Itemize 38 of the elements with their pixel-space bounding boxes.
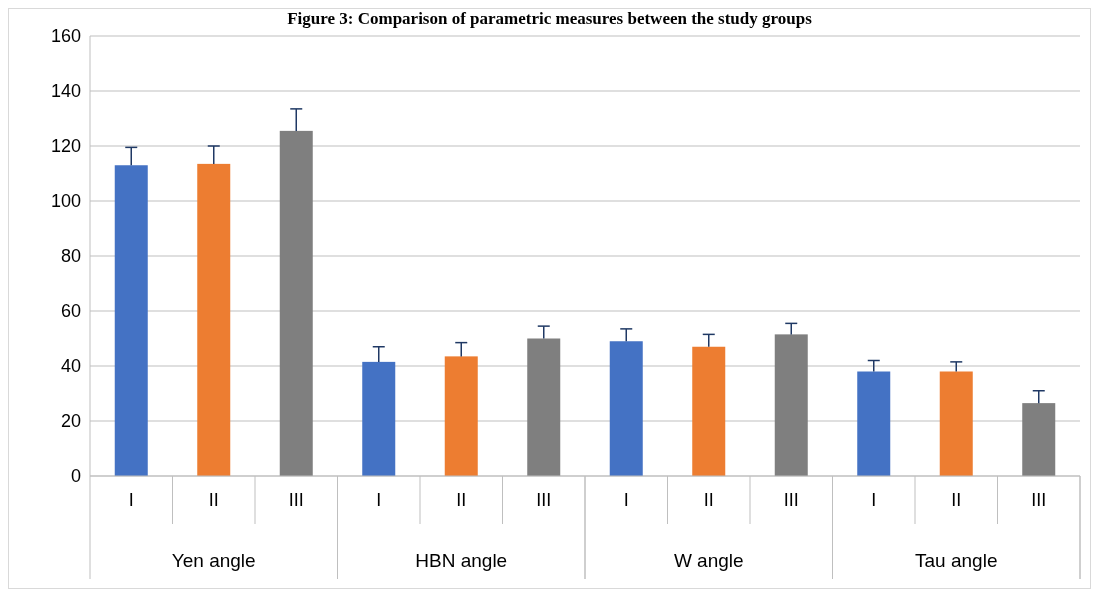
series-label: I <box>128 490 134 510</box>
text: I <box>376 490 382 510</box>
text: II <box>456 490 467 510</box>
text: II <box>703 490 714 510</box>
series-label: III <box>288 490 304 510</box>
text: III <box>783 490 799 510</box>
series-label: II <box>208 490 219 510</box>
bar <box>114 165 148 476</box>
x-tick-label: HBN angle <box>415 550 508 571</box>
bar <box>279 130 313 476</box>
y-tick-label: 0 <box>70 466 81 487</box>
text: I <box>623 490 629 510</box>
y-tick-label: 60 <box>60 301 81 322</box>
y-tick-label: 160 <box>50 26 81 47</box>
text: I <box>871 490 877 510</box>
bar <box>939 371 973 476</box>
bar <box>692 346 726 476</box>
text: III <box>536 490 552 510</box>
x-tick-label: W angle <box>673 550 744 571</box>
text: II <box>951 490 962 510</box>
bar <box>197 163 231 476</box>
y-tick-label: 100 <box>50 191 81 212</box>
y-tick-label: 20 <box>60 411 81 432</box>
bar <box>774 334 808 476</box>
bar <box>857 371 891 476</box>
bar <box>1022 403 1056 476</box>
x-tick-label: Tau angle <box>915 550 998 571</box>
text: III <box>1031 490 1047 510</box>
bar <box>362 361 396 476</box>
bar <box>527 338 561 476</box>
bar <box>444 356 478 476</box>
y-tick-label: 40 <box>60 356 81 377</box>
bar <box>609 341 643 476</box>
y-tick-label: 80 <box>60 246 81 267</box>
y-tick-label: 120 <box>50 136 81 157</box>
chart-title: Figure 3: Comparison of parametric measures between the study groups <box>287 9 813 28</box>
y-tick-label: 140 <box>50 81 81 102</box>
x-tick-label: Yen angle <box>171 550 256 571</box>
